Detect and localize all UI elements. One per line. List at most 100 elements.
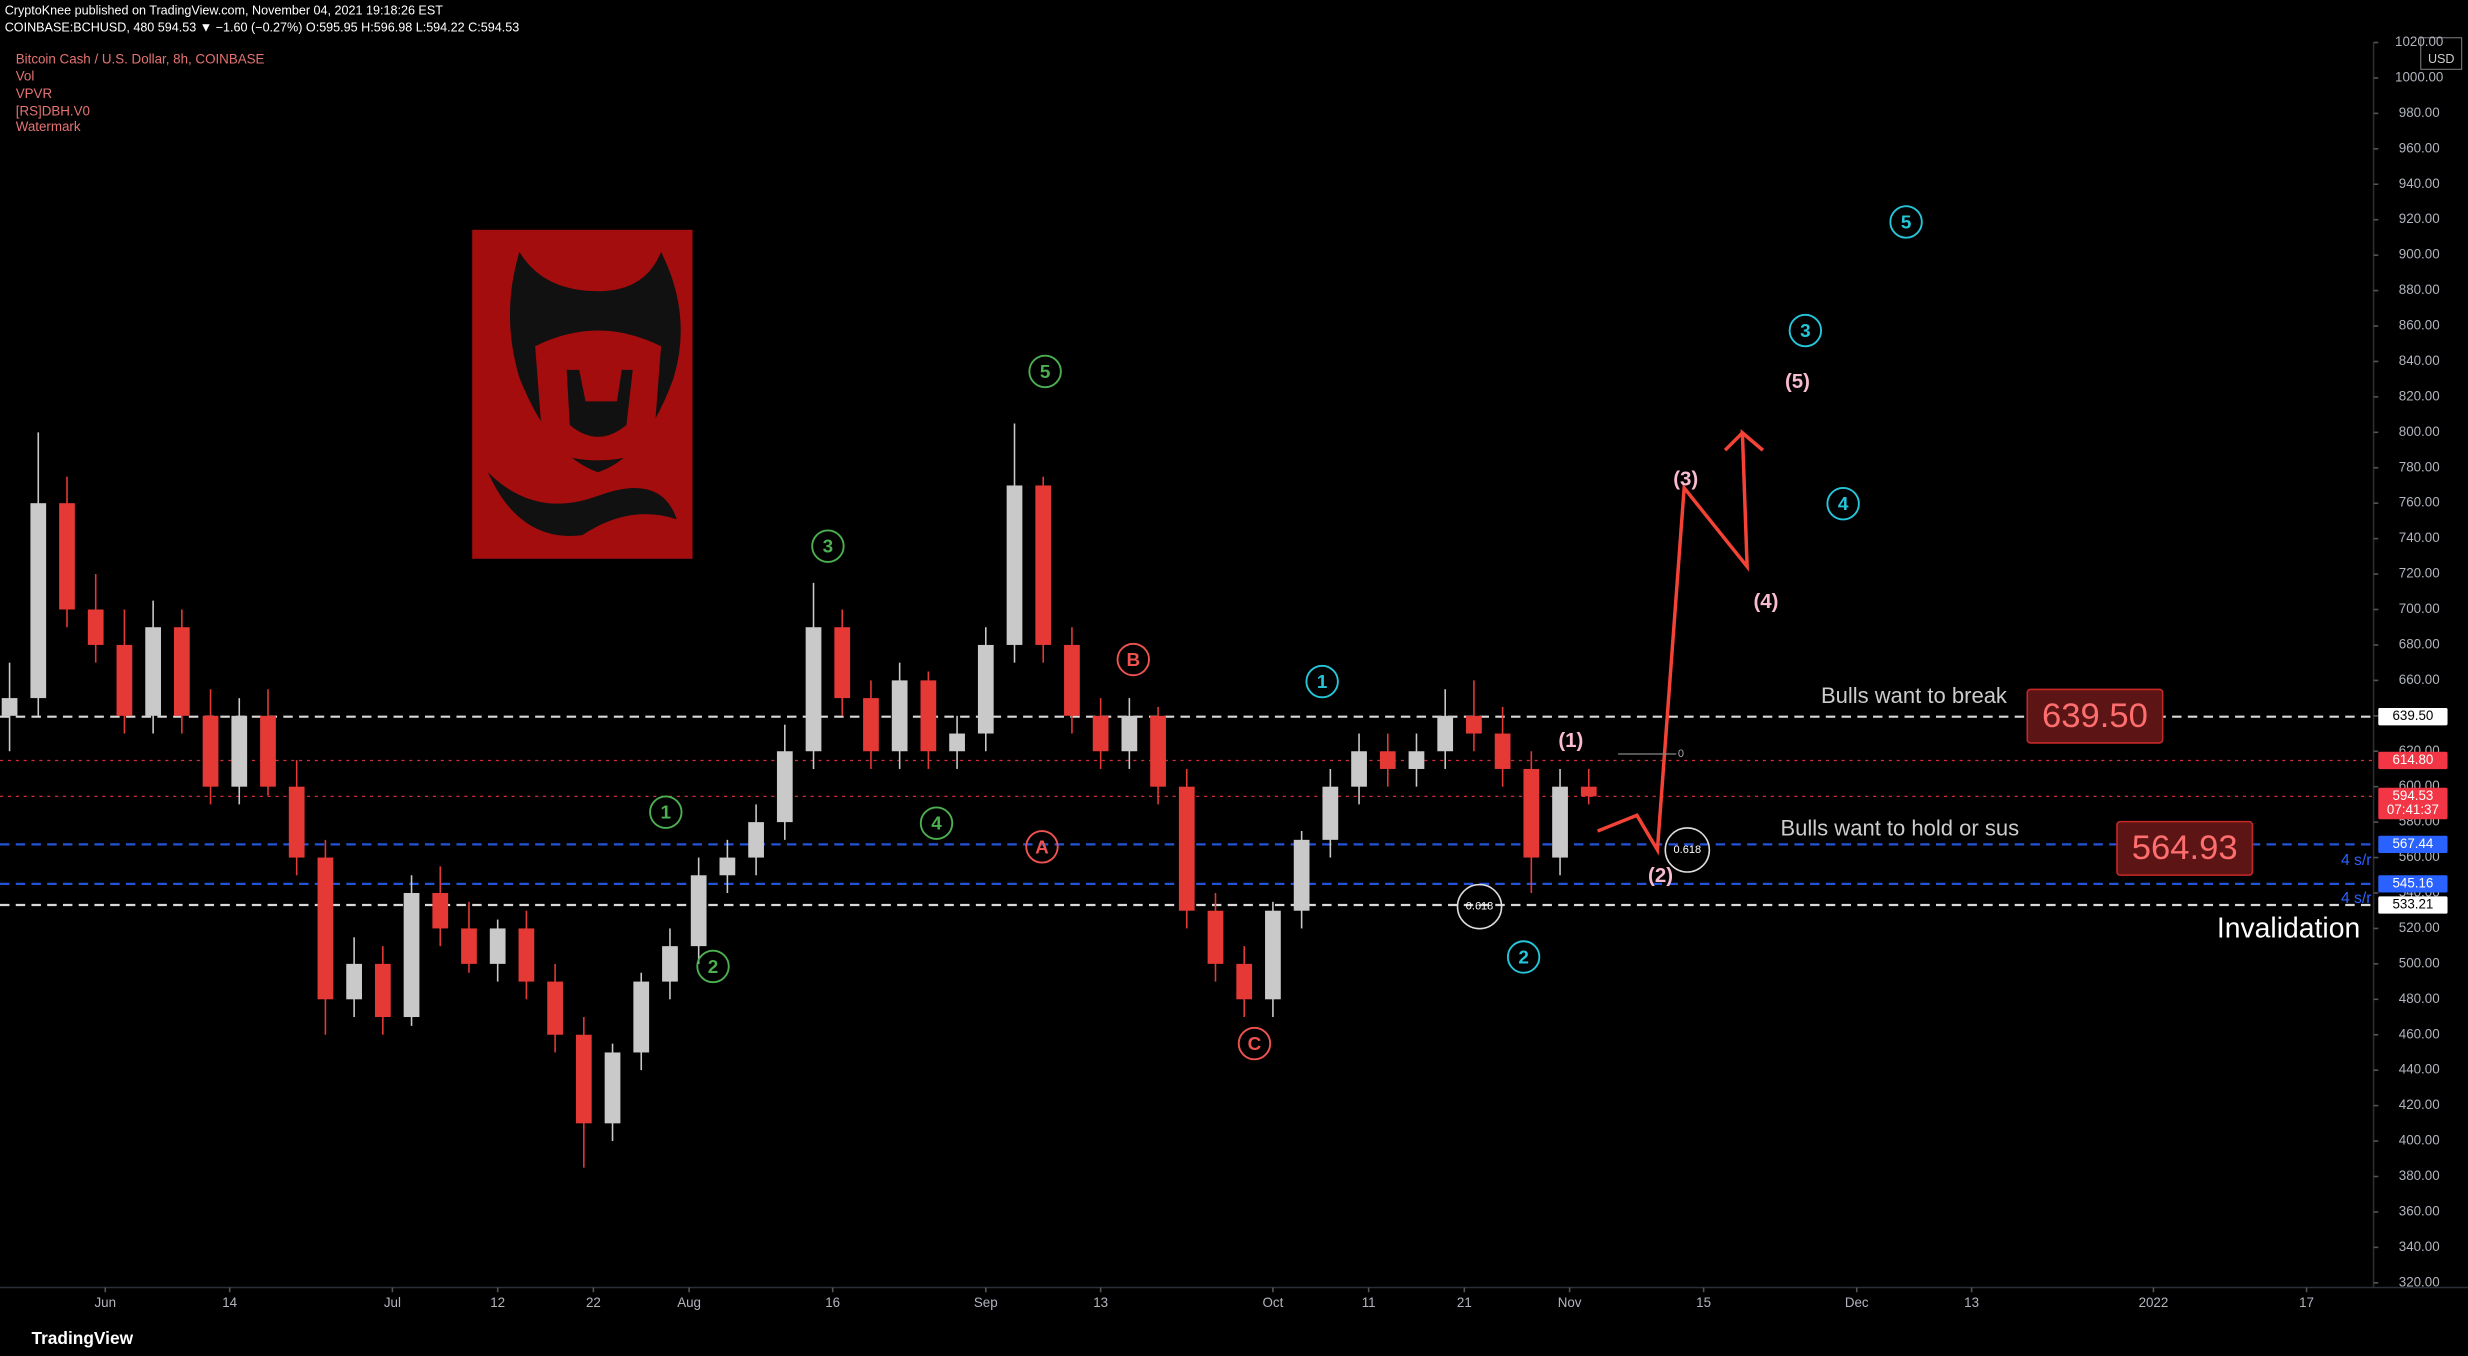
price-badge bbox=[2378, 875, 2448, 893]
y-tick-label: 880.00 bbox=[2399, 282, 2440, 297]
candle-body bbox=[1408, 751, 1425, 769]
wave-label: 5 bbox=[1901, 212, 1912, 233]
legend-item: Bitcoin Cash / U.S. Dollar, 8h, COINBASE bbox=[16, 51, 265, 66]
wave-circle bbox=[1788, 313, 1823, 348]
wave-label: (4) bbox=[1754, 590, 1779, 613]
annotation: Bulls want to hold or sus bbox=[1780, 815, 2019, 840]
legend-item: Watermark bbox=[16, 119, 81, 134]
price-badge bbox=[2378, 787, 2448, 820]
x-tick-label: 11 bbox=[1362, 1295, 1376, 1310]
projection-arrow bbox=[1723, 430, 1764, 452]
y-tick-label: 940.00 bbox=[2399, 176, 2440, 191]
y-tick-label: 440.00 bbox=[2399, 1062, 2440, 1077]
x-tick-label: 17 bbox=[2299, 1295, 2314, 1310]
x-tick-label: 12 bbox=[490, 1295, 505, 1310]
candle-body bbox=[1379, 751, 1396, 769]
wave-circle bbox=[1506, 940, 1541, 974]
candle-body bbox=[1150, 715, 1166, 787]
fib-label: 0.618 bbox=[1466, 901, 1494, 913]
candle-body bbox=[1351, 751, 1367, 787]
candle-body bbox=[432, 892, 449, 929]
candle-body bbox=[317, 857, 334, 1000]
price-badge bbox=[2378, 751, 2448, 770]
candle-body bbox=[1552, 786, 1568, 858]
y-tick-label: 660.00 bbox=[2399, 672, 2440, 687]
y-tick-label: 520.00 bbox=[2399, 920, 2440, 935]
wave-label: 3 bbox=[1800, 321, 1811, 342]
candle-body bbox=[920, 680, 937, 752]
wave-circle bbox=[811, 529, 845, 563]
y-tick-label: 1000.00 bbox=[2395, 69, 2443, 84]
y-tick-label: 720.00 bbox=[2399, 566, 2440, 581]
y-tick-label: 980.00 bbox=[2399, 105, 2440, 120]
wave-label: (3) bbox=[1673, 467, 1698, 490]
candle-body bbox=[260, 715, 276, 787]
candle-body bbox=[805, 627, 822, 752]
y-tick-label: 740.00 bbox=[2399, 530, 2440, 545]
wave-circle bbox=[1889, 205, 1923, 239]
price-badge bbox=[2378, 896, 2448, 914]
price-box bbox=[2026, 688, 2164, 744]
price-badge-label: 533.21 bbox=[2392, 897, 2433, 912]
y-tick-label: 420.00 bbox=[2399, 1097, 2440, 1112]
candle-body bbox=[1580, 786, 1597, 797]
candle-body bbox=[1092, 715, 1109, 752]
wave-circle bbox=[1237, 1026, 1272, 1061]
wave-circle bbox=[649, 795, 683, 829]
wave-label: 2 bbox=[1518, 948, 1529, 969]
candle-body bbox=[489, 928, 506, 964]
currency: USD bbox=[2428, 52, 2455, 66]
price-box bbox=[2116, 820, 2254, 876]
candle-body bbox=[1523, 768, 1540, 858]
candle-body bbox=[403, 892, 420, 1018]
y-tick-label: 760.00 bbox=[2399, 495, 2440, 510]
legend-item: [RS]DBH.V0 bbox=[16, 103, 90, 118]
x-tick-label: Jun bbox=[95, 1295, 117, 1310]
candle-body bbox=[1006, 485, 1023, 645]
price-badge bbox=[2378, 835, 2448, 854]
candle-body bbox=[633, 981, 650, 1053]
y-tick-label: 960.00 bbox=[2399, 140, 2440, 155]
logo-hand bbox=[566, 369, 633, 437]
wave-circle bbox=[1305, 664, 1339, 699]
candle-body bbox=[30, 503, 47, 699]
header-symbol: COINBASE:BCHUSD, 480 594.53 ▼ −1.60 (−0.… bbox=[5, 21, 520, 35]
wave-circle bbox=[1826, 486, 1860, 521]
y-tick-label: 460.00 bbox=[2399, 1026, 2440, 1041]
y-tick-label: 1020.00 bbox=[2395, 34, 2443, 49]
price-badge-label: 594.53 bbox=[2392, 788, 2433, 803]
candle-body bbox=[575, 1034, 592, 1124]
candle-body bbox=[604, 1052, 621, 1124]
wave-label: A bbox=[1035, 837, 1049, 858]
x-tick-label: 2022 bbox=[2139, 1295, 2169, 1310]
candle-body bbox=[662, 946, 678, 982]
wave-label: 1 bbox=[1317, 672, 1328, 693]
candle-body bbox=[1, 698, 18, 716]
price-box-label: 564.93 bbox=[2132, 829, 2238, 867]
logo-tail bbox=[487, 472, 677, 536]
y-tick-label: 380.00 bbox=[2399, 1168, 2440, 1183]
y-tick-label: 800.00 bbox=[2399, 424, 2440, 439]
price-badge-label: 639.50 bbox=[2392, 708, 2433, 723]
candle-body bbox=[173, 627, 190, 716]
wave-label: 5 bbox=[1040, 362, 1051, 383]
wave-circle bbox=[1116, 642, 1150, 677]
y-tick-label: 320.00 bbox=[2399, 1274, 2440, 1289]
footer-brand: TradingView bbox=[31, 1328, 133, 1348]
y-tick-label: 820.00 bbox=[2399, 388, 2440, 403]
candle-body bbox=[863, 698, 879, 752]
annotation: Bulls want to break bbox=[1821, 683, 2008, 708]
y-tick-label: 780.00 bbox=[2399, 459, 2440, 474]
candle-body bbox=[1494, 733, 1511, 769]
y-tick-label: 480.00 bbox=[2399, 991, 2440, 1006]
candle-body bbox=[776, 751, 793, 823]
candle-body bbox=[949, 733, 965, 752]
candle-body bbox=[461, 928, 477, 964]
wave-label: C bbox=[1248, 1034, 1262, 1055]
candle-body bbox=[719, 857, 736, 876]
candle-body bbox=[518, 928, 535, 982]
candle-body bbox=[116, 644, 133, 716]
candle-body bbox=[1322, 786, 1339, 840]
price-badge-label: 567.44 bbox=[2392, 836, 2433, 851]
